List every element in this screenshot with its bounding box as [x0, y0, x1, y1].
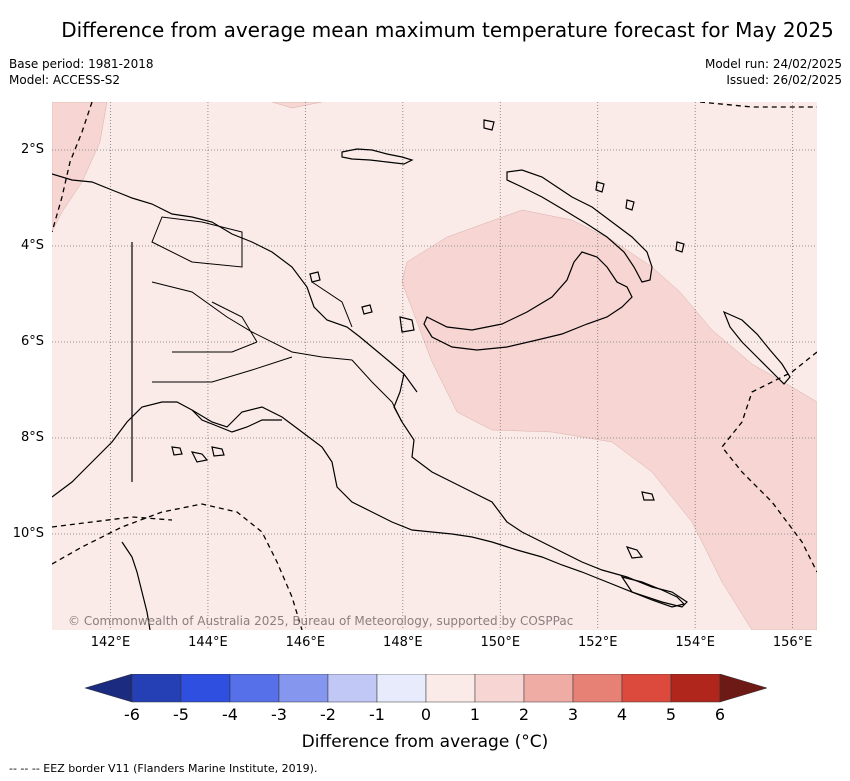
- colorbar-tick-10: 4: [616, 705, 628, 724]
- lon-tick-label-5: 152°E: [577, 635, 618, 650]
- lat-tick-label-2: 6°S: [20, 334, 44, 349]
- lat-tick-label-1: 4°S: [20, 238, 44, 253]
- copyright-notice: © Commonwealth of Australia 2025, Bureau…: [68, 614, 574, 628]
- lon-tick-label-1: 144°E: [188, 635, 228, 650]
- eez-border-torres: [52, 516, 173, 528]
- colorbar-tick-12: 6: [714, 705, 726, 724]
- colorbar-tick-0: -6: [124, 705, 140, 724]
- small-islands: [309, 119, 685, 333]
- gulf-coast-detail: [191, 409, 282, 433]
- colorbar-label: Difference from average (°C): [301, 732, 549, 752]
- metadata-left: Base period: 1981-2018 Model: ACCESS-S2: [9, 56, 154, 88]
- colorbar-tick-7: 1: [469, 705, 481, 724]
- new-guinea-north-coast: [52, 173, 418, 393]
- new-ireland-island: [506, 169, 653, 283]
- colorbar: [85, 674, 767, 703]
- colorbar-tick-5: -1: [369, 705, 385, 724]
- cape-york-coast: [121, 541, 151, 630]
- colorbar-tick-2: -4: [222, 705, 238, 724]
- base-period: Base period: 1981-2018: [9, 57, 154, 71]
- anomaly-1-2-region-east: [401, 209, 817, 630]
- map-panel: [52, 102, 817, 630]
- colorbar-over-arrow: [719, 674, 767, 703]
- colorbar-segment-9: [572, 674, 623, 703]
- colorbar-tick-11: 5: [665, 705, 677, 724]
- lat-tick-label-3: 8°S: [20, 430, 44, 445]
- province-borders: [151, 216, 403, 423]
- colorbar-segment-5: [376, 674, 427, 703]
- lon-tick-label-0: 142°E: [90, 635, 131, 650]
- louisiade-islands: [620, 491, 686, 608]
- colorbar-tick-1: -5: [173, 705, 189, 724]
- bougainville-island: [722, 310, 791, 385]
- anomaly-1-2-region-northwest: [52, 102, 108, 233]
- lon-tick-label-4: 150°E: [480, 635, 521, 650]
- lat-tick-label-0: 2°S: [20, 142, 44, 157]
- colorbar-segment-10: [621, 674, 672, 703]
- colorbar-tick-8: 2: [518, 705, 530, 724]
- eez-borders: [52, 102, 817, 630]
- eez-footnote: -- -- -- EEZ border V11 (Flanders Marine…: [9, 762, 318, 775]
- map-svg: [52, 102, 817, 630]
- lon-tick-label-2: 146°E: [285, 635, 326, 650]
- colorbar-segment-1: [180, 674, 231, 703]
- gridlines: [52, 102, 817, 630]
- eez-border-east: [721, 351, 817, 573]
- torres-strait-islands: [171, 446, 225, 463]
- colorbar-segment-11: [670, 674, 721, 703]
- manus-island: [341, 148, 414, 165]
- anomaly-1-2-region-north: [271, 102, 323, 109]
- eez-border-south: [52, 503, 303, 630]
- colorbar-tick-3: -3: [271, 705, 287, 724]
- colorbar-segment-0: [131, 674, 182, 703]
- colorbar-tick-6: 0: [420, 705, 432, 724]
- colorbar-segment-6: [425, 674, 476, 703]
- colorbar-segment-7: [474, 674, 525, 703]
- colorbar-tick-4: -2: [320, 705, 336, 724]
- model-run: Model run: 24/02/2025: [704, 57, 842, 71]
- colorbar-segment-3: [278, 674, 329, 703]
- colorbar-under-arrow: [85, 674, 133, 703]
- issued-date: Issued: 26/02/2025: [726, 73, 842, 87]
- lat-tick-label-4: 10°S: [12, 526, 44, 541]
- new-britain-island: [423, 251, 633, 351]
- eez-border-west: [52, 102, 93, 233]
- lon-tick-label-7: 156°E: [772, 635, 813, 650]
- metadata-right: Model run: 24/02/2025 Issued: 26/02/2025: [705, 56, 842, 88]
- colorbar-segment-8: [523, 674, 574, 703]
- colorbar-segment-4: [327, 674, 378, 703]
- new-guinea-south-coast: [52, 373, 688, 608]
- coastlines: [52, 119, 791, 630]
- model-name: Model: ACCESS-S2: [9, 73, 121, 87]
- lon-tick-label-3: 148°E: [383, 635, 423, 650]
- lon-tick-label-6: 154°E: [675, 635, 715, 650]
- colorbar-tick-9: 3: [567, 705, 579, 724]
- colorbar-segment-2: [229, 674, 280, 703]
- chart-title: Difference from average mean maximum tem…: [61, 18, 834, 42]
